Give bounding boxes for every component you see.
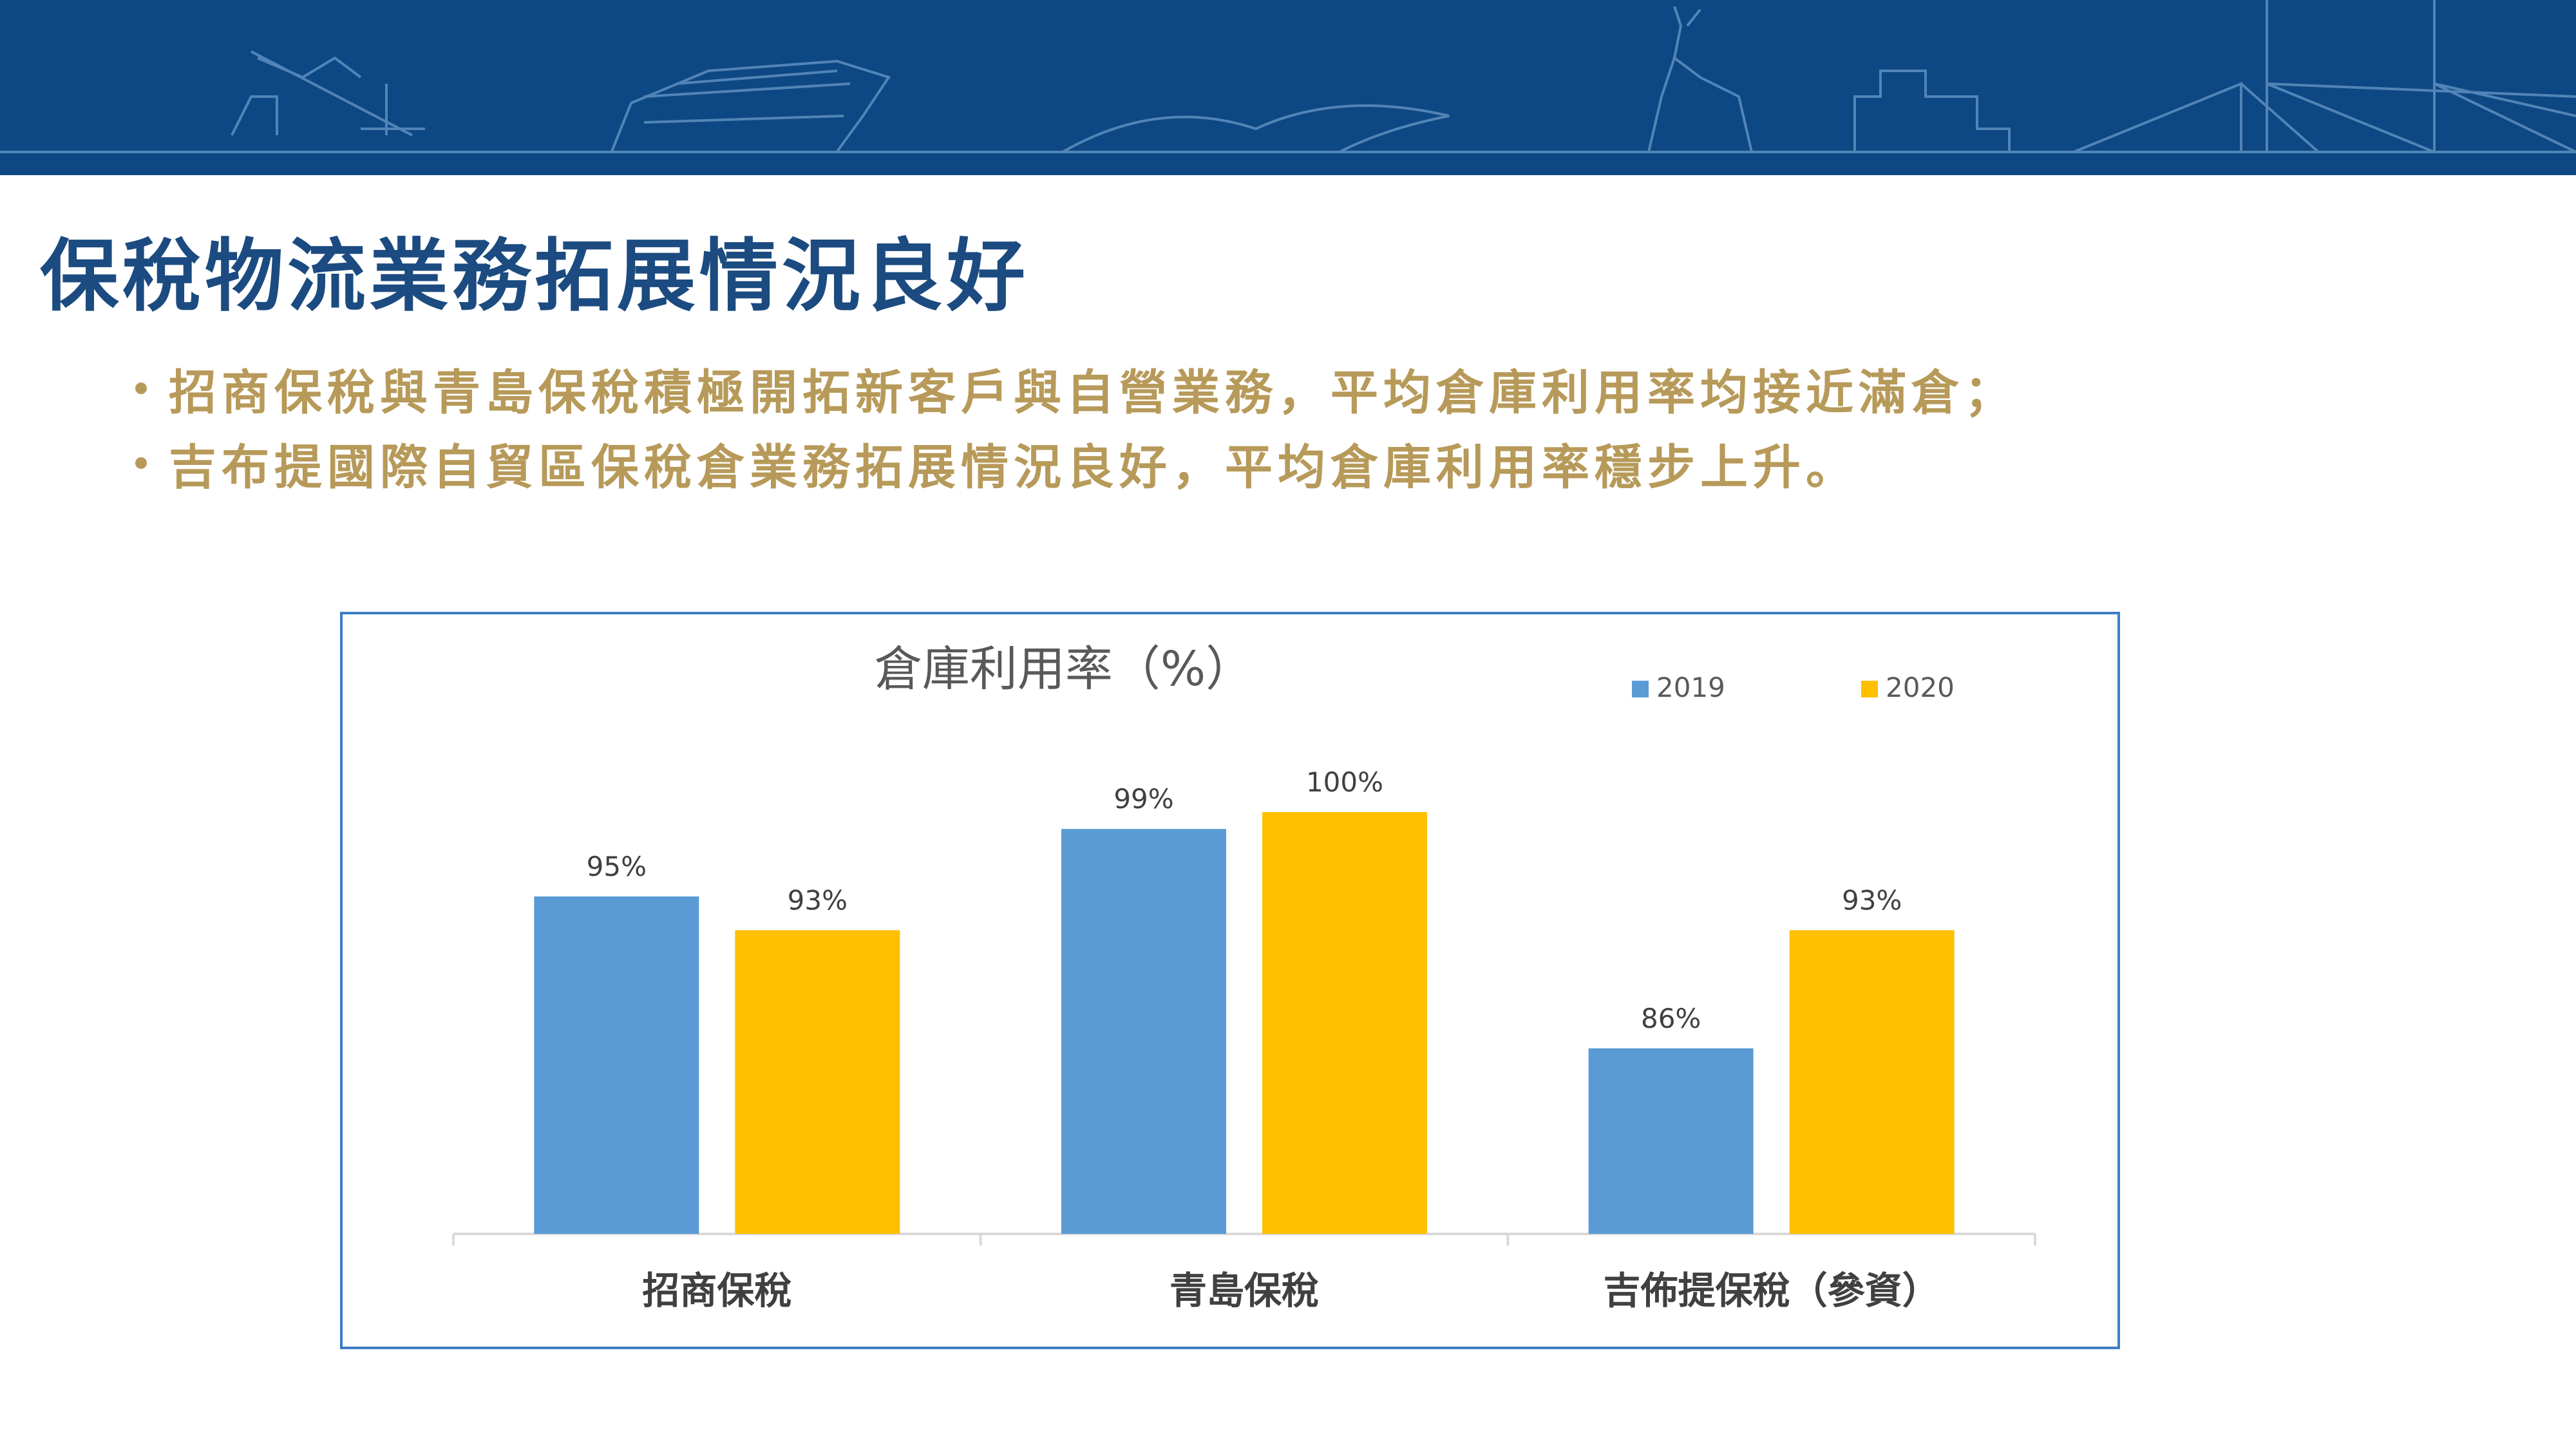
page-title: 保稅物流業務拓展情況良好 xyxy=(40,229,1029,322)
bar xyxy=(534,896,699,1234)
legend-label: 2020 xyxy=(1886,672,1955,703)
data-label: 93% xyxy=(788,884,848,916)
x-tick-label: 吉佈提保稅（參資） xyxy=(1604,1269,1940,1312)
plot-area: 95% 93% 招商保稅 99% 100% 青島保稅 86% 93% 吉佈提保稅（參資） xyxy=(452,766,2036,1312)
skyline-decoration xyxy=(0,0,2576,153)
bullet-item: 吉布提國際自貿區保稅倉業務拓展情況良好，平均倉庫利用率穩步上升。 xyxy=(135,426,2518,500)
chart-frame: 倉庫利用率（%） 2019 2020 95% 93% 招商保稅 99% 100% 青島保稅 8… xyxy=(340,612,2120,1349)
bar xyxy=(735,930,900,1234)
legend-swatch xyxy=(1861,681,1878,697)
bar xyxy=(1789,930,1955,1234)
x-tick-label: 青島保稅 xyxy=(1170,1269,1319,1312)
bar xyxy=(1262,812,1427,1234)
header-banner xyxy=(0,0,2576,175)
x-tick-label: 招商保稅 xyxy=(642,1269,791,1312)
bullet-dot-icon xyxy=(135,383,147,394)
bullet-text: 吉布提國際自貿區保稅倉業務拓展情況良好，平均倉庫利用率穩步上升。 xyxy=(169,439,1859,495)
data-label: 93% xyxy=(1842,884,1902,916)
bullet-dot-icon xyxy=(135,457,147,469)
bullet-text: 招商保稅與青島保稅積極開拓新客戶與自營業務，平均倉庫利用率均接近滿倉； xyxy=(169,365,2017,421)
legend-label: 2019 xyxy=(1656,672,1725,703)
data-label: 99% xyxy=(1113,783,1173,815)
data-label: 86% xyxy=(1641,1003,1701,1034)
bar-chart: 倉庫利用率（%） 2019 2020 95% 93% 招商保稅 99% 100% 青島保稅 8… xyxy=(452,641,2036,1312)
chart-legend: 2019 2020 xyxy=(1632,672,1955,703)
bar xyxy=(1061,829,1226,1234)
legend-swatch xyxy=(1632,681,1649,697)
bullet-list: 招商保稅與青島保稅積極開拓新客戶與自營業務，平均倉庫利用率均接近滿倉； 吉布提國… xyxy=(135,351,2518,500)
bullet-item: 招商保稅與青島保稅積極開拓新客戶與自營業務，平均倉庫利用率均接近滿倉； xyxy=(135,351,2518,426)
data-label: 100% xyxy=(1306,766,1383,798)
data-label: 95% xyxy=(587,851,647,882)
bar xyxy=(1588,1048,1754,1234)
chart-title: 倉庫利用率（%） xyxy=(875,641,1253,697)
